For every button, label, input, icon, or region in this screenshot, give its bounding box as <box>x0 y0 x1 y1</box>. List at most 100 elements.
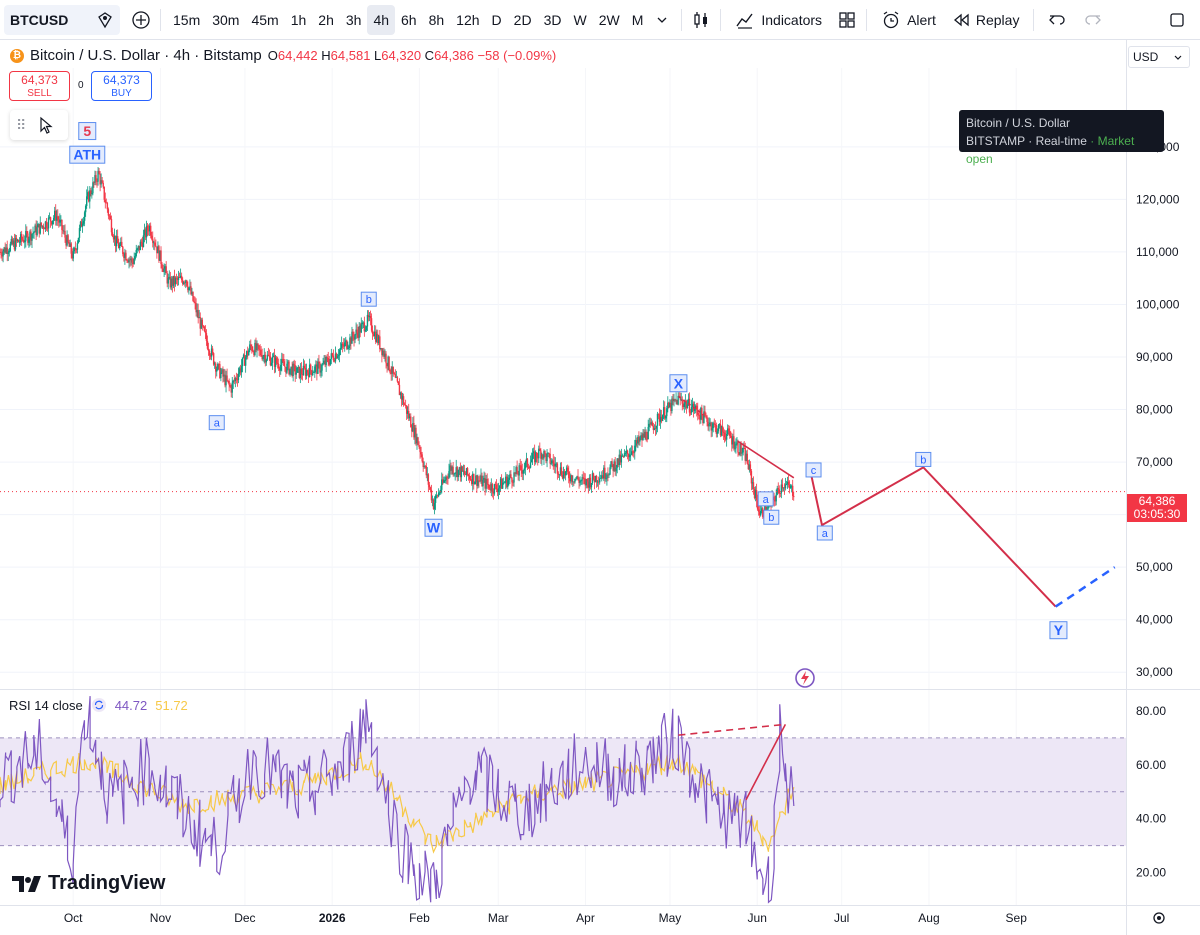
indicators-button[interactable]: Indicators <box>727 5 830 35</box>
candle-body <box>488 484 490 489</box>
candle-body <box>120 241 122 245</box>
sell-price: 64,373 <box>21 73 58 87</box>
candle-body <box>311 370 313 376</box>
ohlc-values: O64,442 H64,581 L64,320 C64,386 −58 (−0.… <box>268 48 556 63</box>
buy-button[interactable]: 64,373 BUY <box>91 71 152 101</box>
candle-body <box>460 466 463 478</box>
candle-body <box>163 268 165 272</box>
candle-body <box>134 256 136 259</box>
candle-body <box>55 210 57 221</box>
timeframe-6h[interactable]: 6h <box>401 11 417 28</box>
candle-body <box>367 314 370 318</box>
candle-type-icon[interactable] <box>688 7 714 33</box>
candle-body <box>785 484 788 486</box>
candle-body <box>453 473 455 475</box>
alert-button[interactable]: Alert <box>873 5 944 35</box>
candle-body <box>105 202 108 204</box>
candle-body <box>572 481 574 483</box>
candle-body <box>51 220 54 225</box>
candle-body <box>534 452 537 463</box>
candle-body <box>696 405 698 410</box>
candle-body <box>565 467 568 472</box>
drawing-toolbar[interactable]: ⠿ <box>10 110 68 140</box>
redo-icon[interactable] <box>1080 7 1106 33</box>
candle-body <box>570 475 572 482</box>
candle-body <box>15 237 18 242</box>
candle-body <box>205 333 208 341</box>
candle-body <box>718 424 721 426</box>
candle-body <box>178 276 181 278</box>
candle-body <box>240 366 243 373</box>
rsi-legend[interactable]: RSI 14 close 44.72 51.72 <box>9 697 188 713</box>
candle-body <box>343 345 345 347</box>
candle-body <box>280 364 282 371</box>
timeframe-30m[interactable]: 30m <box>212 11 240 28</box>
symbol-search[interactable]: BTCUSD <box>4 4 120 35</box>
tradingview-logo[interactable]: TradingView <box>12 872 165 895</box>
candle-body <box>5 247 7 253</box>
timeframe-4h[interactable]: 4h <box>367 4 396 35</box>
layouts-icon[interactable] <box>834 7 860 33</box>
rsi-tick-label: 40.00 <box>1136 812 1166 826</box>
candle-body <box>157 246 159 254</box>
wave-overlays <box>0 395 1126 608</box>
candle-body <box>272 355 275 357</box>
candle-body <box>208 350 211 356</box>
candle-body <box>600 477 602 479</box>
timeframe-d[interactable]: D <box>491 11 502 28</box>
fullscreen-icon[interactable] <box>1164 7 1190 33</box>
undo-icon[interactable] <box>1044 7 1070 33</box>
candle-body <box>529 462 532 468</box>
candle-body <box>309 364 312 371</box>
timeframe-3h[interactable]: 3h <box>345 11 362 28</box>
refresh-icon[interactable] <box>91 697 107 713</box>
candle-body <box>637 436 639 444</box>
timeframe-2d[interactable]: 2D <box>513 11 532 28</box>
candle-body <box>601 475 603 478</box>
symbol-label: BTCUSD <box>10 11 69 28</box>
tooltip-realtime: Real-time <box>1035 134 1087 148</box>
wave-label-box <box>669 374 688 393</box>
candle-body <box>753 488 756 499</box>
candle-body <box>479 480 481 482</box>
candle-body <box>23 239 25 243</box>
drag-handle-icon[interactable]: ⠿ <box>16 116 27 133</box>
candle-body <box>639 438 641 442</box>
wave-label-text: b <box>366 294 372 306</box>
candle-body <box>26 231 28 234</box>
replay-button[interactable]: Replay <box>944 5 1028 35</box>
candle-body <box>291 366 293 376</box>
add-symbol-icon[interactable] <box>128 7 154 33</box>
tooltip-title: Bitcoin / U.S. Dollar <box>966 116 1071 130</box>
timeframe-45m[interactable]: 45m <box>251 11 279 28</box>
sell-button[interactable]: 64,373 SELL <box>9 71 70 101</box>
candle-body <box>99 173 101 185</box>
currency-select[interactable]: USD <box>1128 46 1190 68</box>
candle-body <box>336 356 339 359</box>
candle-body <box>338 349 341 356</box>
candle-body <box>620 455 623 463</box>
timeframe-15m[interactable]: 15m <box>173 11 201 28</box>
timeframe-m[interactable]: M <box>631 11 644 28</box>
candle-body <box>786 481 789 485</box>
compare-icon[interactable] <box>96 11 114 29</box>
candle-body <box>33 232 35 234</box>
timeframe-3d[interactable]: 3D <box>543 11 562 28</box>
timeframe-w[interactable]: W <box>573 11 587 28</box>
high-value: 64,581 <box>330 48 371 63</box>
candle-body <box>721 426 724 432</box>
chevron-down-icon[interactable] <box>649 7 675 33</box>
cursor-icon[interactable] <box>38 116 54 134</box>
wave-label-text: ATH <box>73 147 101 163</box>
candle-body <box>450 465 452 471</box>
candle-body <box>253 351 255 356</box>
timeframe-2w[interactable]: 2W <box>598 11 620 28</box>
candle-body <box>294 365 296 375</box>
candle-body <box>371 330 374 334</box>
timeframe-2h[interactable]: 2h <box>318 11 334 28</box>
timeframe-12h[interactable]: 12h <box>456 11 480 28</box>
candle-body <box>474 482 476 485</box>
timeframe-1h[interactable]: 1h <box>290 11 307 28</box>
timeframe-8h[interactable]: 8h <box>428 11 445 28</box>
candle-body <box>648 423 650 427</box>
